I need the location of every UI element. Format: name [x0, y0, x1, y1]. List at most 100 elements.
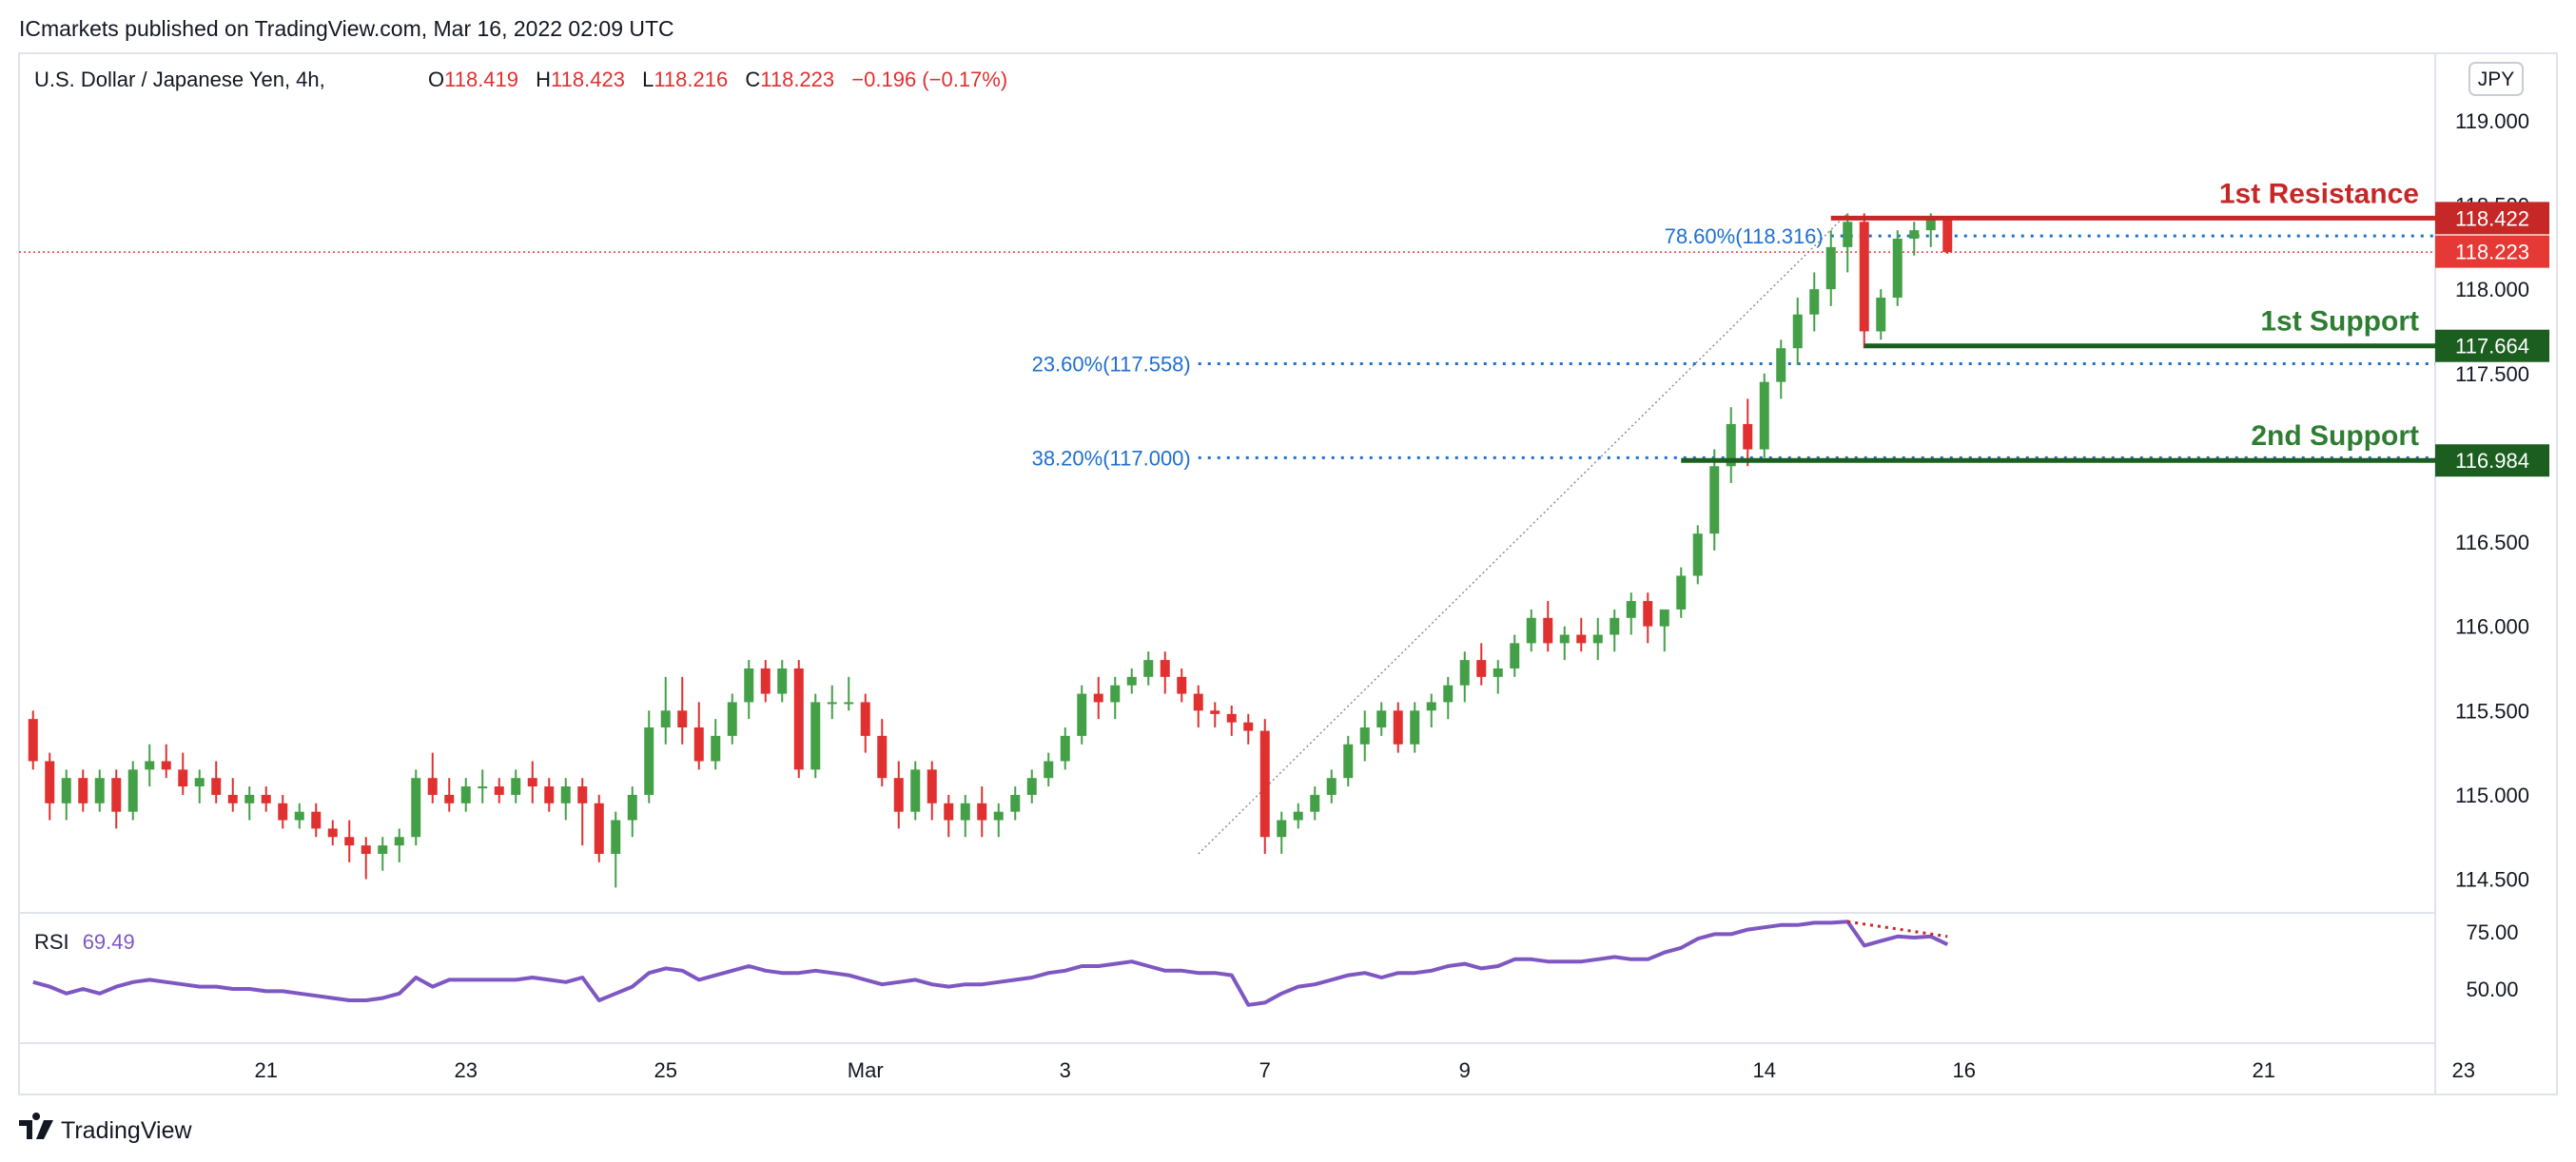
- candle: [1410, 702, 1420, 753]
- candle-body: [693, 727, 704, 762]
- price-tick-label: 115.000: [2455, 784, 2529, 807]
- candle-body: [1044, 761, 1054, 779]
- tradingview-logo-icon: [19, 1113, 53, 1139]
- candle-body: [28, 719, 38, 762]
- candle: [627, 786, 637, 838]
- time-tick-label: 21: [2253, 1058, 2275, 1082]
- candle: [1626, 592, 1636, 635]
- candle: [993, 803, 1004, 838]
- candle: [1825, 230, 1836, 306]
- candle-body: [810, 702, 821, 770]
- candle-body: [1476, 660, 1487, 677]
- candle: [1443, 676, 1454, 720]
- candle: [111, 769, 122, 829]
- candle-body: [511, 778, 521, 795]
- high-label: H: [536, 68, 551, 91]
- candle: [1193, 685, 1203, 728]
- candle-body: [127, 769, 138, 812]
- candle: [893, 761, 904, 829]
- fib-levels[interactable]: 78.60%(118.316) 23.60%(117.558) 38.20%(117…: [1032, 224, 2435, 470]
- candle-body: [744, 668, 754, 703]
- candle-body: [777, 668, 788, 694]
- candle: [1526, 609, 1536, 652]
- candle: [611, 811, 621, 888]
- candle-body: [910, 769, 921, 812]
- time-tick-label: 23: [2452, 1058, 2475, 1082]
- candle: [927, 761, 937, 821]
- price-badge: 117.664: [2435, 329, 2549, 362]
- open-value: 118.419: [444, 68, 518, 91]
- candle: [261, 786, 271, 812]
- candle-body: [1892, 238, 1903, 299]
- currency-button-frame[interactable]: [2469, 62, 2524, 96]
- level-label: 2nd Support: [2251, 420, 2419, 452]
- candle-series: [28, 213, 1953, 888]
- candle-body: [444, 794, 455, 804]
- candle-body: [1126, 676, 1137, 686]
- price-badge: 116.984: [2435, 444, 2549, 477]
- candle-body: [1259, 730, 1270, 838]
- candle-body: [94, 778, 105, 804]
- rsi-divergence-line: [1847, 920, 1948, 939]
- candle-body: [1110, 685, 1121, 703]
- candle: [844, 676, 854, 711]
- candle-body: [944, 803, 954, 821]
- candle-body: [278, 803, 288, 821]
- candle-body: [1726, 423, 1736, 467]
- candle: [727, 693, 737, 745]
- close-value: 118.223: [760, 68, 834, 91]
- currency-button-label[interactable]: JPY: [2478, 68, 2515, 90]
- candle-body: [1543, 617, 1553, 644]
- candle: [1676, 567, 1687, 618]
- candle-body: [1410, 710, 1420, 745]
- candle: [244, 786, 255, 821]
- price-tick-label: 119.000: [2455, 109, 2529, 133]
- currency-button[interactable]: JPY: [2469, 62, 2524, 96]
- fib-trend-line[interactable]: [1198, 212, 1848, 855]
- candle: [810, 693, 821, 779]
- candle: [977, 786, 987, 838]
- candle: [1459, 651, 1470, 703]
- candle-body: [793, 668, 804, 770]
- candle: [478, 769, 488, 804]
- candle: [1859, 213, 1869, 349]
- candle: [161, 744, 171, 779]
- candle-body: [760, 668, 771, 694]
- candle: [1126, 668, 1137, 694]
- candle: [910, 761, 921, 821]
- candle: [1476, 643, 1487, 686]
- candle-body: [1676, 575, 1687, 610]
- candle: [827, 685, 837, 720]
- candle: [711, 719, 721, 770]
- candle-body: [1310, 794, 1320, 812]
- candle: [427, 752, 438, 804]
- candle-body: [411, 778, 421, 838]
- candle: [527, 761, 537, 804]
- candle-body: [1776, 348, 1786, 382]
- fib-level-label: 23.60%(117.558): [1032, 353, 1191, 377]
- candle-body: [1243, 722, 1254, 731]
- time-axis[interactable]: 21 23 25 Mar 3 7 9 14 16 21 23: [255, 1058, 2475, 1082]
- candle-body: [1459, 660, 1470, 686]
- candle-body: [45, 761, 55, 804]
- candle: [1026, 769, 1037, 804]
- support-resistance-levels[interactable]: 1st Resistance 1st Support 2nd Support: [1681, 178, 2435, 463]
- candle-body: [1709, 466, 1720, 534]
- candle-body: [727, 702, 737, 736]
- candle: [1493, 660, 1503, 694]
- fib-trend-segment[interactable]: [1198, 212, 1848, 855]
- candle-body: [844, 702, 854, 705]
- candle-body: [1293, 811, 1303, 821]
- tradingview-logo[interactable]: TradingView: [19, 1113, 193, 1144]
- candle-body: [1576, 634, 1587, 644]
- rsi-tick-label: 50.00: [2466, 978, 2518, 1001]
- candle-body: [527, 778, 537, 787]
- candle: [127, 761, 138, 821]
- candle-body: [1010, 794, 1021, 812]
- symbol-title[interactable]: U.S. Dollar / Japanese Yen, 4h,: [34, 68, 325, 91]
- candle: [494, 778, 504, 804]
- candle-body: [1177, 676, 1187, 694]
- time-tick-label: 9: [1459, 1058, 1471, 1082]
- candle-body: [893, 778, 904, 812]
- candle-body: [1060, 735, 1070, 762]
